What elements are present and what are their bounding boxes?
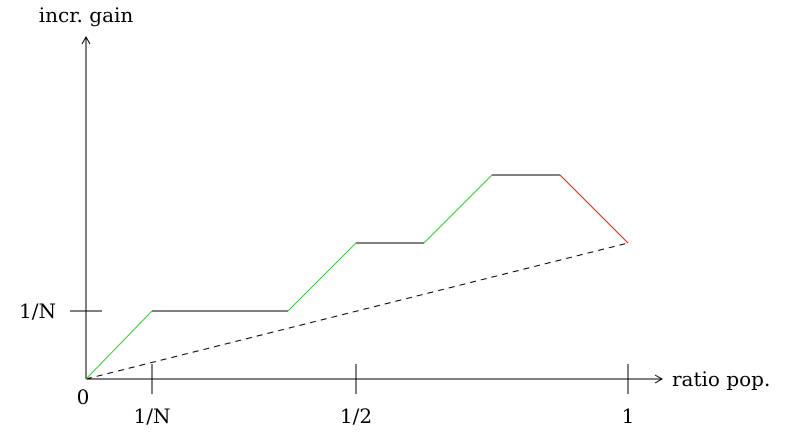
rising-segment-2: [287, 242, 357, 312]
y-axis-label: incr. gain: [39, 3, 134, 27]
y-tick-label-1-over-n: 1/N: [19, 299, 56, 323]
falling-segment: [559, 174, 629, 244]
rising-segment-1: [85, 310, 153, 380]
origin-label: 0: [77, 385, 90, 409]
x-axis-label: ratio pop.: [672, 367, 770, 391]
x-tick-label-one: 1: [622, 404, 635, 428]
dashed-reference-line: [85, 242, 629, 380]
rising-segment-3: [423, 174, 493, 244]
x-tick-label-1-over-n: 1/N: [134, 404, 171, 428]
x-tick-label-half: 1/2: [340, 404, 372, 428]
